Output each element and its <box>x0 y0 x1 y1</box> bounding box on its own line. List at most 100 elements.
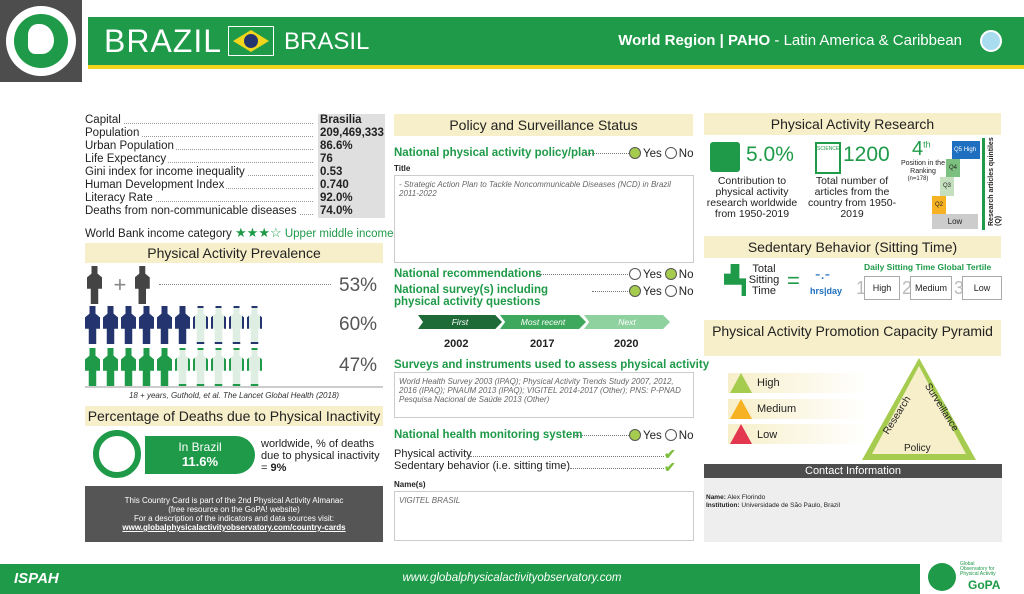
year-next: 2020 <box>614 338 639 350</box>
year-recent: 2017 <box>530 338 555 350</box>
rank-value: 4th <box>912 138 931 160</box>
title-label: Title <box>394 164 411 173</box>
no-radio <box>664 429 677 441</box>
policy-title: Policy and Surveillance Status <box>394 114 693 136</box>
person-icon <box>103 348 118 386</box>
quintile-low: Low <box>932 214 978 229</box>
surveys-question: National survey(s) including physical ac… <box>394 284 548 308</box>
monitor-physical-activity: Physical activity <box>394 448 472 460</box>
deaths-panel: In Brazil 11.6% worldwide, % of deaths d… <box>85 428 383 480</box>
yes-radio <box>629 268 641 280</box>
person-icon <box>193 348 208 386</box>
info-value: Brasilia <box>318 114 385 127</box>
yes-radio <box>629 147 641 159</box>
timeline-first: First <box>418 315 502 329</box>
sitting-time-unit: hrs|day <box>810 286 843 296</box>
names-box: VIGITEL BRASIL <box>394 491 694 541</box>
quintile-q2: Q2 <box>932 196 946 214</box>
quintile-q4: Q4 <box>946 159 960 177</box>
info-value: 0.53 <box>318 166 385 179</box>
overall-people-icon: + <box>87 266 153 309</box>
rank-n: (n=178) <box>907 176 929 182</box>
info-row: Capital Brasilia <box>85 114 385 127</box>
person-icon <box>103 306 118 344</box>
quintile-high: Q5 High <box>952 141 980 159</box>
men-prevalence: 60% <box>339 314 378 335</box>
science-journal-icon: SCIENCE <box>815 142 841 174</box>
info-label: Life Expectancy <box>85 153 169 166</box>
globe-icon <box>928 563 956 591</box>
info-label: Urban Population <box>85 140 176 153</box>
person-icon <box>175 306 190 344</box>
header-accent <box>88 65 1024 69</box>
articles-value: 1200 <box>843 143 890 166</box>
brazil-map-icon <box>28 24 54 54</box>
person-icon <box>157 348 172 386</box>
recommendations-question: National recommendations <box>394 268 542 280</box>
info-row: Population 209,469,333 <box>85 127 385 140</box>
articles-text: Total number of articles from the countr… <box>807 175 897 220</box>
surveys-used-box: World Health Survey 2003 (IPAQ); Physica… <box>394 372 694 418</box>
prevalence-panel: + 53% 60% 47% <box>85 262 383 388</box>
contact-title: Contact Information <box>704 464 1002 478</box>
prevalence-source: 18 + years, Guthold, et al. The Lancet G… <box>128 391 340 400</box>
info-value: 76 <box>318 153 385 166</box>
person-icon <box>247 348 262 386</box>
info-value: 92.0% <box>318 192 385 205</box>
info-label: Human Development Index <box>85 179 227 192</box>
quintile-q3: Q3 <box>940 177 954 196</box>
yes-radio <box>629 429 641 441</box>
no-radio <box>664 285 677 297</box>
person-icon <box>175 348 190 386</box>
policy-title-box: - Strategic Action Plan to Tackle Noncom… <box>394 175 694 263</box>
level-medium: Medium <box>757 403 797 415</box>
deaths-title: Percentage of Deaths due to Physical Ina… <box>85 406 383 426</box>
gopa-footer-logo: Global Observatory for Physical Activity… <box>920 560 1024 594</box>
gopa-logo-box <box>0 0 82 82</box>
contribution-text: Contribution to physical activity resear… <box>706 175 798 220</box>
person-icon <box>139 306 154 344</box>
yes-radio <box>629 285 641 297</box>
level-low: Low <box>757 429 778 441</box>
policy-plan-question: National physical activity policy/plan <box>394 147 595 159</box>
person-icon <box>139 348 154 386</box>
person-icon <box>193 306 208 344</box>
footer-url[interactable]: www.globalphysicalactivityobservatory.co… <box>402 572 622 584</box>
men-people-row <box>85 306 265 349</box>
info-row: Deaths from non-communicable diseases 74.… <box>85 205 385 218</box>
pyramid-title: Physical Activity Promotion Capacity Pyr… <box>704 320 1001 356</box>
worldwide-deaths: worldwide, % of deaths due to physical i… <box>261 438 380 474</box>
total-sitting-label: Total Sitting Time <box>748 263 780 297</box>
info-row: Gini index for income inequality 0.53 <box>85 166 385 179</box>
world-bank-category: World Bank income category ★★★☆ Upper mi… <box>85 225 394 240</box>
contact-name: Name: Alex Florindo <box>706 494 766 501</box>
tertile-high: High <box>864 276 900 300</box>
country-cards-link[interactable]: www.globalphysicalactivityobservatory.co… <box>122 523 346 532</box>
person-icon <box>211 348 226 386</box>
rank-text: Position in the Ranking <box>901 160 945 175</box>
person-icon <box>157 306 172 344</box>
surveys-used-title: Surveys and instruments used to assess p… <box>394 359 710 371</box>
check-icon: ✔ <box>664 459 676 475</box>
sitting-person-icon <box>724 264 746 296</box>
monitor-sedentary: Sedentary behavior (i.e. sitting time) <box>394 460 571 472</box>
tertile-num-3: 3 <box>954 278 965 298</box>
person-icon <box>85 348 100 386</box>
in-brazil-badge: In Brazil 11.6% <box>145 436 255 474</box>
timeline-next: Next <box>584 315 670 329</box>
info-value: 74.0% <box>318 205 385 218</box>
region-dot-icon <box>980 30 1002 52</box>
contact-institution: Institution: Universidade de São Paulo, … <box>706 502 841 509</box>
check-icon: ✔ <box>664 446 676 462</box>
no-radio <box>664 268 677 280</box>
pyramid-policy: Policy <box>904 443 931 454</box>
info-value: 0.740 <box>318 179 385 192</box>
monitoring-answer: Yes No <box>629 429 693 442</box>
info-label: Population <box>85 127 142 140</box>
overall-prevalence: 53% <box>339 275 378 296</box>
tertile-num-2: 2 <box>902 278 913 298</box>
person-icon <box>85 306 100 344</box>
contribution-value: 5.0% <box>746 143 794 166</box>
person-icon <box>121 348 136 386</box>
ispah-logo: ISPAH <box>14 570 59 587</box>
